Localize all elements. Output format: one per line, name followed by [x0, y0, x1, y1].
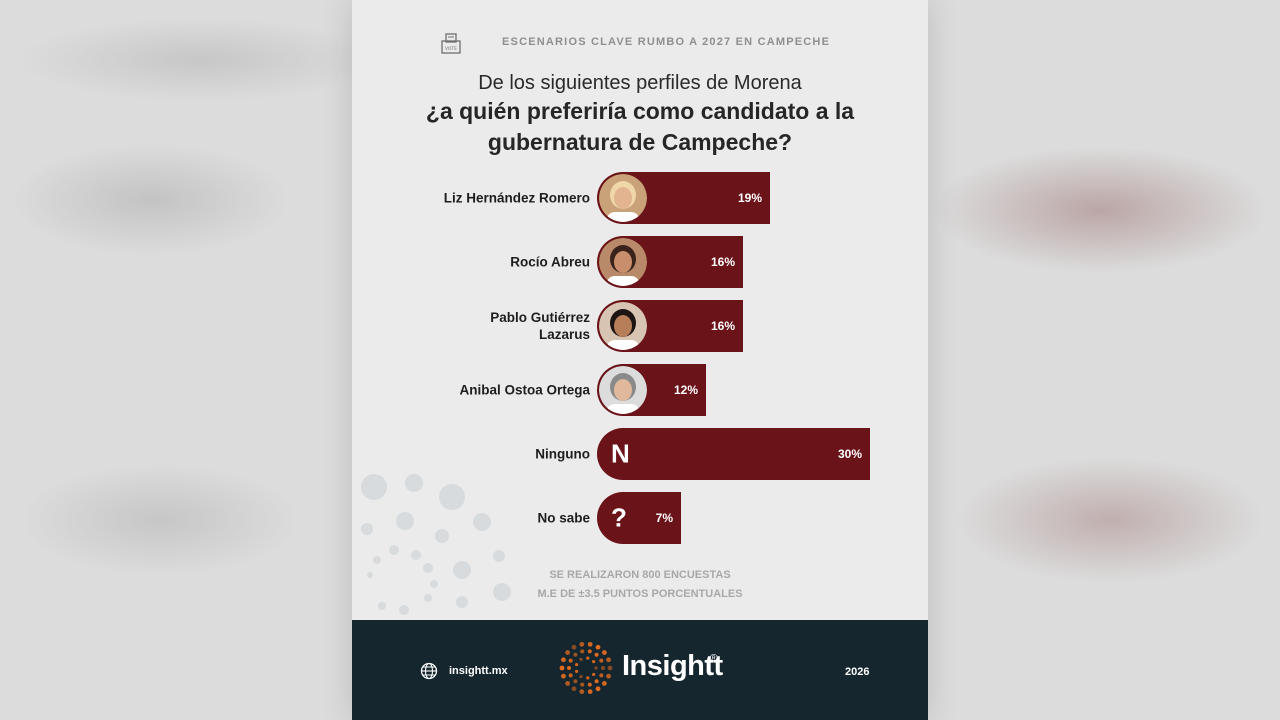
candidate-photo-icon [599, 238, 647, 286]
bar: 19% [597, 172, 770, 224]
registered-mark: ® [710, 653, 718, 664]
bar: 16% [597, 300, 743, 352]
chart-row: Liz Hernández Romero 19% [352, 172, 928, 224]
data-label: 19% [737, 191, 762, 205]
data-label: 16% [710, 255, 735, 269]
footer: insightt.mx Insightt ® 2026 [352, 620, 928, 720]
card-header: VOTE ESCENARIOS CLAVE RUMBO A 2027 EN CA… [352, 32, 928, 54]
decorative-dots [361, 474, 511, 615]
brand-name: Insightt [622, 650, 723, 682]
bar: 16% [597, 236, 743, 288]
bar: 12% [597, 364, 706, 416]
candidate-photo-icon [599, 366, 647, 414]
bar: N 30% [597, 428, 870, 480]
category-label: No sabe [537, 510, 590, 526]
chart-row: Anibal Ostoa Ortega 12% [352, 364, 928, 416]
ballot-box-icon: VOTE [441, 33, 461, 54]
data-label: 30% [837, 447, 862, 461]
survey-notes: SE REALIZARON 800 ENCUESTAS M.E DE ±3.5 … [352, 566, 928, 604]
insightt-logo-icon [559, 641, 613, 695]
year-label: 2026 [845, 666, 870, 678]
survey-card: VOTE ESCENARIOS CLAVE RUMBO A 2027 EN CA… [352, 0, 928, 720]
website-link[interactable]: insightt.mx [449, 665, 508, 677]
candidate-photo-icon [599, 174, 647, 222]
data-label: 12% [673, 383, 698, 397]
sample-size-note: SE REALIZARON 800 ENCUESTAS [549, 569, 731, 581]
data-label: 7% [655, 511, 673, 525]
question-title: ¿a quién preferiría como candidato a la … [425, 98, 855, 155]
category-label: Liz Hernández Romero [443, 190, 590, 206]
svg-text:VOTE: VOTE [445, 46, 457, 52]
category-label: Ninguno [535, 446, 590, 462]
none-glyph-icon: N [611, 438, 630, 469]
chart-row: Pablo Gutiérrez Lazarus 16% [352, 300, 928, 352]
question-intro: De los siguientes perfiles de Morena [478, 72, 802, 94]
bar: ? 7% [597, 492, 681, 544]
category-label: Rocío Abreu [510, 254, 590, 270]
candidate-photo-icon [599, 302, 647, 350]
question-mark-icon: ? [611, 502, 627, 533]
category-label: Pablo Gutiérrez Lazarus [490, 310, 590, 342]
margin-of-error-note: M.E DE ±3.5 PUNTOS PORCENTUALES [537, 588, 743, 600]
data-label: 16% [710, 319, 735, 333]
chart-row: No sabe? 7% [352, 492, 928, 544]
globe-icon [420, 662, 438, 680]
chart-row: Ninguno N 30% [352, 428, 928, 480]
chart-row: Rocío Abreu 16% [352, 236, 928, 288]
category-label: Anibal Ostoa Ortega [459, 382, 590, 398]
header-title: ESCENARIOS CLAVE RUMBO A 2027 EN CAMPECH… [502, 36, 831, 48]
